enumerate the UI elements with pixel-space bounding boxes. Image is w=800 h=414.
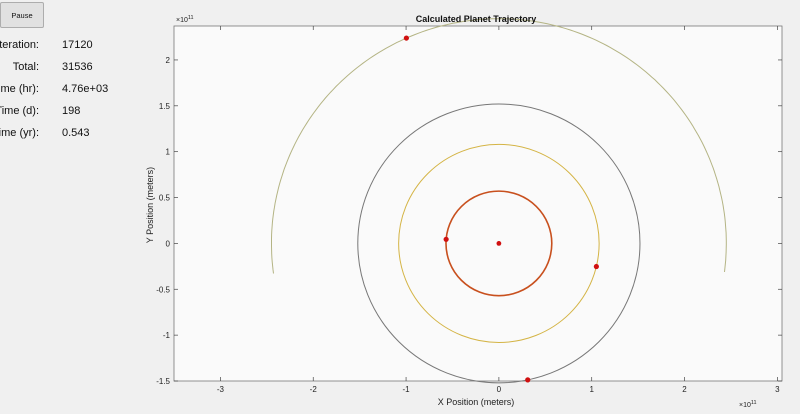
time-hr-label: Time (hr):	[0, 83, 39, 95]
iteration-value: 17120	[62, 39, 93, 51]
time-hr-value: 4.76e+03	[62, 83, 109, 95]
orbit-2	[398, 143, 600, 343]
y-tick-label: 0	[166, 239, 171, 248]
orbit-3	[357, 103, 641, 384]
y-axis-label: Y Position (meters)	[145, 167, 155, 243]
planet-orbit-4	[403, 35, 409, 41]
x-exponent: ×1011	[739, 400, 757, 409]
total-label: Total:	[12, 61, 39, 73]
x-tick-label: 3	[775, 385, 780, 394]
time-d-value: 198	[62, 105, 81, 117]
y-tick-label: 2	[166, 56, 171, 65]
iteration-label: Iteration:	[0, 39, 39, 51]
x-tick-label: -3	[217, 385, 225, 394]
x-tick-label: -2	[310, 385, 318, 394]
orbit-4	[271, 18, 727, 274]
x-tick-label: 1	[589, 385, 594, 394]
orbit-layer	[271, 18, 727, 384]
orbit-1	[445, 190, 553, 297]
y-tick-label: -1.5	[156, 377, 170, 386]
time-yr-value: 0.543	[62, 127, 90, 139]
planet-layer	[403, 35, 599, 383]
x-tick-label: 2	[682, 385, 687, 394]
x-tick-label: 0	[497, 385, 502, 394]
time-d-label: Time (d):	[0, 105, 39, 117]
x-tick-label: -1	[402, 385, 410, 394]
pause-button[interactable]: Pause	[0, 2, 44, 28]
tick-layer: -3 -2 -1 0 1 2 3 -1.5 -1 -0.5 0 0.5 1 1.5 2	[156, 26, 782, 394]
y-exponent: ×1011	[176, 15, 194, 24]
sun-marker	[496, 241, 502, 246]
chart-title: Calculated Planet Trajectory	[416, 14, 537, 24]
planet-orbit-2	[593, 263, 599, 270]
time-yr-label: Time (yr):	[0, 127, 39, 139]
total-value: 31536	[62, 61, 93, 73]
y-tick-label: 1	[166, 148, 171, 157]
y-tick-label: -0.5	[156, 285, 170, 294]
x-axis-label: X Position (meters)	[438, 397, 515, 407]
planet-orbit-3	[525, 377, 531, 383]
y-tick-label: 0.5	[159, 194, 171, 203]
y-tick-label: -1	[163, 331, 171, 340]
plot-area	[173, 25, 783, 382]
y-tick-label: 1.5	[159, 102, 171, 111]
planet-orbit-1	[443, 236, 449, 242]
